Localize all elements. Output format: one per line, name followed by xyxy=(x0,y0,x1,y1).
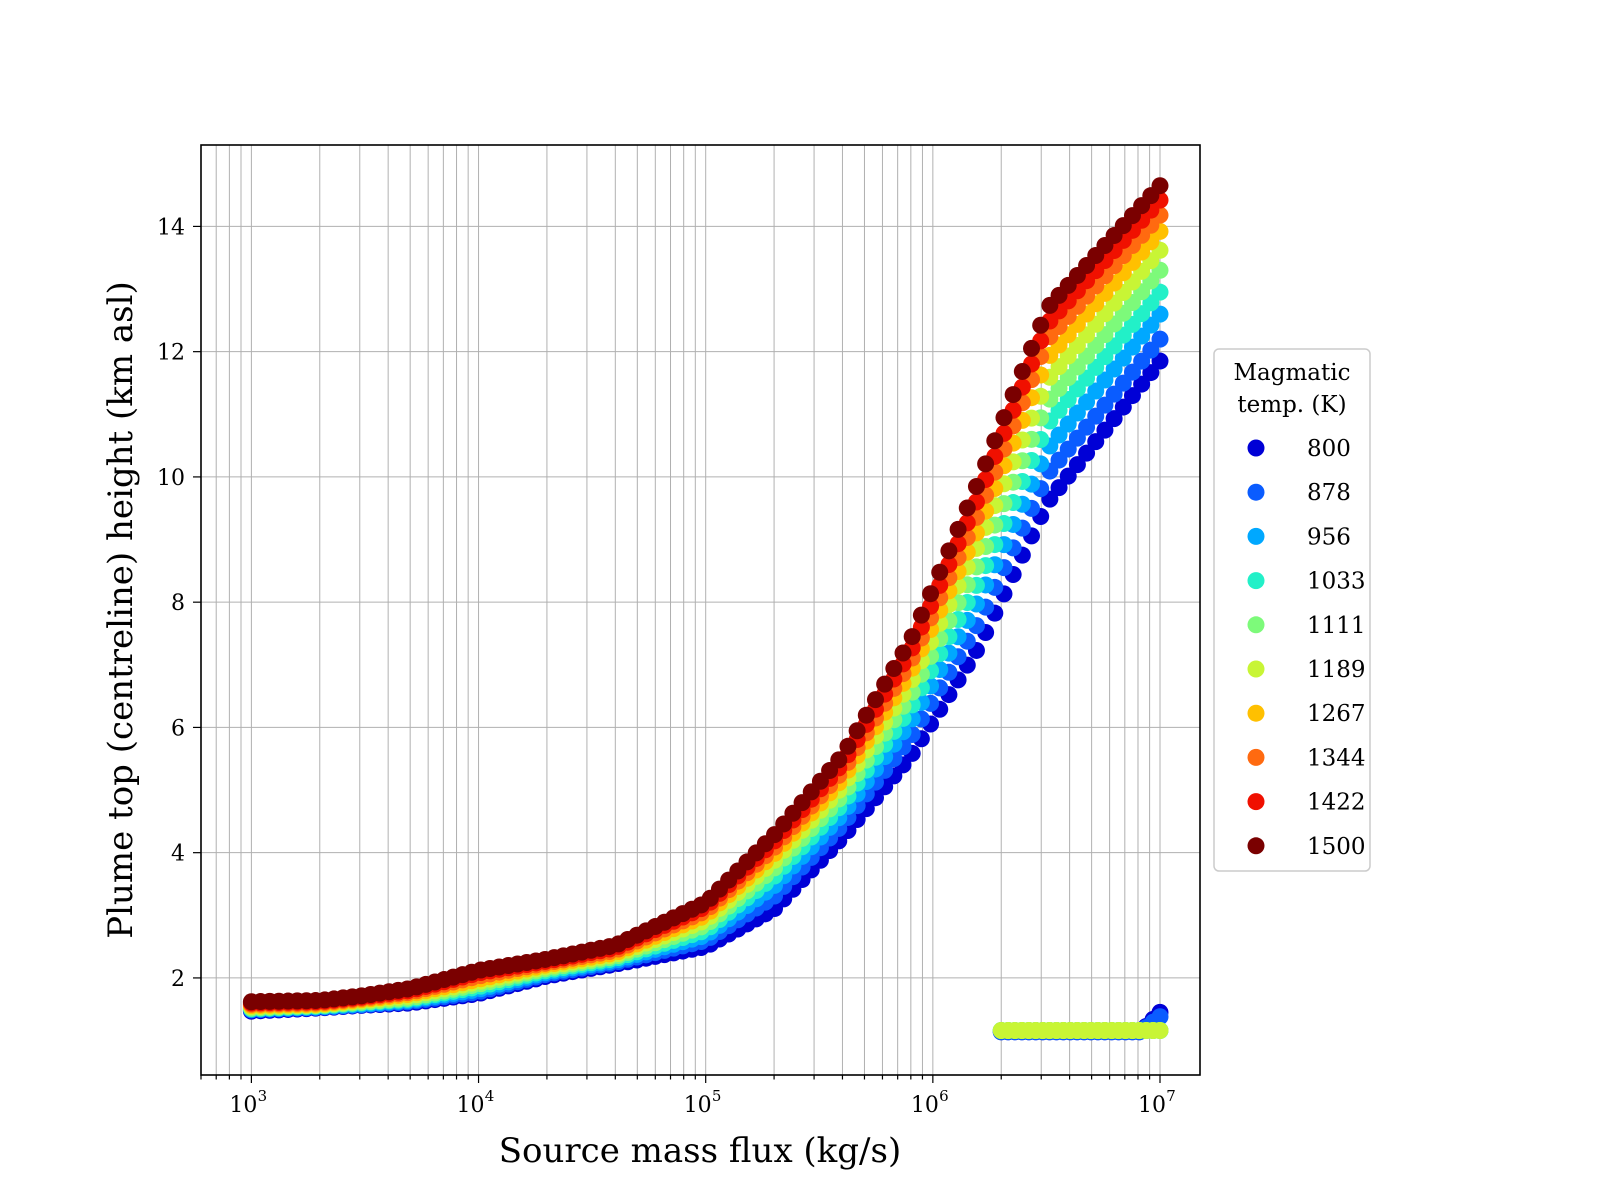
legend-label-878: 878 xyxy=(1307,480,1351,506)
data-point xyxy=(967,478,985,496)
legend-title-line-1: Magmatic xyxy=(1234,360,1351,386)
plot-frame xyxy=(200,144,1201,1076)
data-point xyxy=(1050,479,1068,497)
legend-label-1111: 1111 xyxy=(1307,613,1366,639)
data-point xyxy=(958,499,976,517)
data-point xyxy=(839,737,857,755)
data-point xyxy=(922,585,940,603)
legend-label-1189: 1189 xyxy=(1307,657,1366,683)
x-tick-exponent: 4 xyxy=(485,1087,495,1105)
data-point xyxy=(1059,467,1077,485)
x-tick-label: 10 xyxy=(911,1093,939,1118)
x-tick-label: 10 xyxy=(1138,1093,1166,1118)
data-point xyxy=(995,409,1013,427)
data-point xyxy=(1151,1022,1169,1040)
y-tick-label: 6 xyxy=(171,716,185,741)
low-branch-series-1189 xyxy=(992,1022,1169,1040)
data-point xyxy=(848,722,866,740)
data-point xyxy=(977,455,995,473)
legend-marker-1267 xyxy=(1247,704,1265,722)
data-point xyxy=(857,706,875,724)
legend-marker-956 xyxy=(1247,527,1265,545)
data-point xyxy=(866,691,884,709)
legend: Magmatic temp. (K) 800 878 956 1033 1111 1189… xyxy=(1213,348,1371,872)
data-point xyxy=(1133,375,1151,393)
data-point xyxy=(1151,283,1169,301)
x-tick-exponent: 5 xyxy=(712,1087,722,1105)
data-point xyxy=(1004,386,1022,404)
legend-marker-1111 xyxy=(1247,616,1265,634)
x-tick-exponent: 6 xyxy=(939,1087,949,1105)
data-point xyxy=(1105,410,1123,428)
y-axis-label: Plume top (centreline) height (km asl) xyxy=(101,281,141,939)
y-tick-label: 8 xyxy=(171,591,185,616)
data-point xyxy=(1151,330,1169,348)
legend-marker-800 xyxy=(1247,439,1265,457)
data-point xyxy=(1023,339,1041,357)
legend-marker-878 xyxy=(1247,483,1265,501)
y-tick-label: 10 xyxy=(157,466,185,491)
legend-marker-1189 xyxy=(1247,660,1265,678)
legend-label-1344: 1344 xyxy=(1307,745,1366,771)
data-point xyxy=(1114,398,1132,416)
data-point xyxy=(1078,444,1096,462)
y-tick-label: 4 xyxy=(171,842,185,867)
data-point xyxy=(1087,433,1105,451)
legend-marker-1033 xyxy=(1247,572,1265,590)
data-point xyxy=(1151,177,1169,195)
legend-label-1267: 1267 xyxy=(1307,701,1366,727)
scatter-points xyxy=(242,177,1169,1041)
data-point xyxy=(1096,421,1114,439)
data-point xyxy=(876,675,894,693)
x-axis-label: Source mass flux (kg/s) xyxy=(499,1131,901,1171)
x-tick-exponent: 3 xyxy=(258,1087,268,1105)
data-point xyxy=(940,542,958,560)
legend-label-1422: 1422 xyxy=(1307,790,1366,816)
legend-marker-1422 xyxy=(1247,793,1265,811)
data-point xyxy=(1151,305,1169,323)
data-point xyxy=(1123,387,1141,405)
x-tick-label: 10 xyxy=(229,1093,257,1118)
y-tick-label: 12 xyxy=(157,341,185,366)
legend-label-956: 956 xyxy=(1307,524,1351,550)
data-point xyxy=(1032,316,1050,334)
data-point xyxy=(1151,1008,1169,1026)
legend-marker-1500 xyxy=(1247,837,1265,855)
data-point xyxy=(903,628,921,646)
legend-title-line-2: temp. (K) xyxy=(1237,392,1346,418)
data-point xyxy=(986,432,1004,450)
data-point xyxy=(1142,364,1160,382)
data-point xyxy=(1068,456,1086,474)
x-tick-label: 10 xyxy=(457,1093,485,1118)
data-point xyxy=(830,751,848,769)
data-point xyxy=(931,563,949,581)
legend-box xyxy=(1213,348,1371,872)
data-point xyxy=(894,644,912,662)
legend-marker-1344 xyxy=(1247,748,1265,766)
y-tick-label: 2 xyxy=(171,967,185,992)
x-tick-exponent: 7 xyxy=(1166,1087,1176,1105)
y-tick-label: 14 xyxy=(157,215,185,240)
legend-label-800: 800 xyxy=(1307,436,1351,462)
x-tick-label: 10 xyxy=(684,1093,712,1118)
data-point xyxy=(949,520,967,538)
data-point xyxy=(912,606,930,624)
data-point xyxy=(1013,362,1031,380)
series-1500 xyxy=(242,177,1169,1011)
legend-label-1033: 1033 xyxy=(1307,569,1366,595)
legend-label-1500: 1500 xyxy=(1307,834,1366,860)
data-point xyxy=(885,660,903,678)
